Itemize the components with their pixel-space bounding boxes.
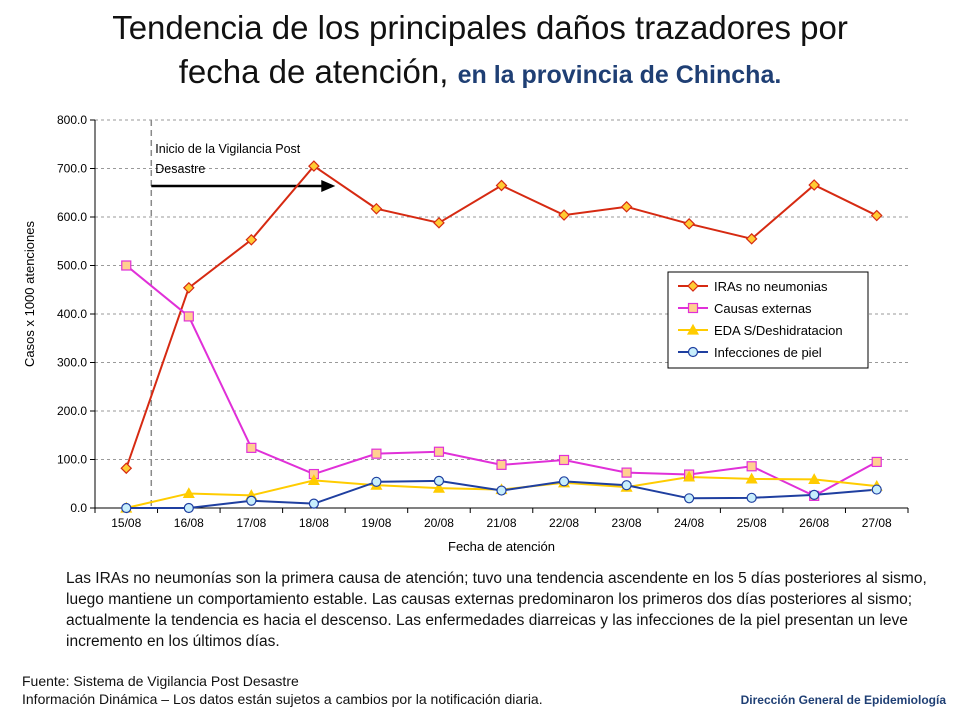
data-point-s3-12 [871, 484, 882, 495]
x-tick-label: 27/08 [862, 516, 892, 530]
legend-marker-3 [687, 346, 699, 358]
x-tick-label: 20/08 [424, 516, 454, 530]
data-point-s3-9 [684, 493, 695, 504]
data-point-s1-1 [183, 311, 194, 322]
title-line-2: fecha de atención, en la provincia de Ch… [0, 50, 960, 97]
y-axis-title: Casos x 1000 atenciones [22, 221, 37, 367]
data-point-s3-6 [496, 485, 507, 496]
x-tick-label: 23/08 [612, 516, 642, 530]
data-point-s3-11 [809, 489, 820, 501]
data-point-s0-8 [620, 200, 633, 213]
data-point-s3-3 [308, 498, 319, 509]
x-tick-label: 26/08 [799, 516, 829, 530]
x-tick-label: 21/08 [486, 516, 516, 530]
annotation-line-2: Desastre [155, 162, 205, 176]
data-point-s0-12 [870, 209, 883, 222]
data-point-s3-1 [183, 502, 194, 514]
data-point-s1-0 [121, 260, 132, 271]
x-tick-label: 22/08 [549, 516, 579, 530]
annotation-line-1: Inicio de la Vigilancia Post [155, 142, 301, 156]
x-tick-label: 25/08 [737, 516, 767, 530]
footer-brand: Dirección General de Epidemiología [740, 693, 946, 707]
data-point-s3-7 [558, 476, 570, 487]
legend-label-1: Causas externas [714, 301, 812, 316]
y-tick-label: 700.0 [57, 162, 87, 176]
data-point-s2-9 [683, 470, 696, 482]
source-line-1: Fuente: Sistema de Vigilancia Post Desas… [22, 673, 299, 689]
annotation-arrow-head [321, 180, 336, 192]
line-chart: 0.0 100.0 200.0 300.0 400.0 500.0 600.0 700.0 80… [22, 113, 909, 554]
data-point-s0-2 [245, 233, 258, 246]
data-point-s1-5 [433, 446, 445, 457]
data-point-s2-11 [808, 473, 821, 484]
y-tick-label: 100.0 [57, 453, 87, 467]
x-tick-label: 19/08 [361, 516, 391, 530]
y-tick-label: 300.0 [57, 356, 87, 370]
data-point-s3-2 [246, 495, 257, 506]
title-line-2-text: fecha de atención, [178, 53, 449, 90]
data-point-s1-4 [371, 448, 382, 459]
x-axis-title: Fecha de atención [448, 539, 555, 554]
y-tick-label: 600.0 [57, 210, 87, 224]
legend-label-2: EDA S/Deshidratacion [714, 323, 843, 338]
chart-title: Tendencia de los principales daños traza… [0, 6, 960, 97]
y-tick-label: 200.0 [57, 404, 87, 418]
data-point-s0-4 [370, 202, 383, 215]
x-tick-label: 17/08 [236, 516, 266, 530]
data-point-s3-8 [621, 480, 632, 491]
legend-marker-2 [686, 323, 700, 335]
data-point-s3-4 [371, 476, 382, 487]
x-tick-label: 16/08 [174, 516, 204, 530]
legend-label-3: Infecciones de piel [714, 345, 822, 360]
source-note: Fuente: Sistema de Vigilancia Post Desas… [22, 672, 543, 708]
summary-paragraph: Las IRAs no neumonías son la primera cau… [66, 570, 927, 650]
data-point-s3-5 [433, 475, 445, 486]
y-tick-label: 0.0 [70, 501, 87, 515]
x-tick-label: 15/08 [111, 516, 141, 530]
data-point-s1-2 [246, 442, 257, 453]
data-point-s1-10 [746, 461, 757, 472]
data-point-s0-9 [683, 217, 695, 230]
data-point-s0-0 [120, 462, 133, 475]
x-tick-label: 24/08 [674, 516, 704, 530]
x-tick-label: 18/08 [299, 516, 329, 530]
legend-marker-0 [687, 280, 699, 292]
data-point-s3-0 [121, 502, 132, 514]
data-point-s0-1 [182, 281, 195, 294]
data-point-s1-12 [871, 456, 882, 468]
data-point-s2-10 [745, 472, 758, 484]
data-point-s0-7 [558, 209, 570, 221]
data-point-s3-10 [746, 492, 757, 503]
y-tick-label: 400.0 [57, 307, 87, 321]
title-line-1: Tendencia de los principales daños traza… [112, 9, 848, 46]
data-point-s1-8 [621, 467, 632, 478]
data-point-s2-5 [432, 481, 445, 493]
legend-marker-1 [687, 302, 699, 314]
data-point-s0-10 [745, 232, 758, 245]
data-point-s0-5 [433, 216, 445, 229]
data-point-s2-3 [307, 474, 320, 485]
legend-label-0: IRAs no neumonias [714, 279, 828, 294]
data-point-s1-6 [496, 459, 507, 470]
title-highlight: en la provincia de Chincha. [457, 61, 782, 89]
data-point-s0-3 [308, 160, 320, 172]
y-tick-label: 500.0 [57, 259, 87, 273]
y-tick-label: 800.0 [57, 113, 87, 127]
data-point-s0-11 [808, 179, 821, 191]
data-point-s1-7 [558, 454, 570, 466]
source-line-2: Información Dinámica – Los datos están s… [22, 691, 543, 707]
data-point-s2-1 [182, 487, 195, 499]
data-point-s0-6 [495, 179, 508, 192]
